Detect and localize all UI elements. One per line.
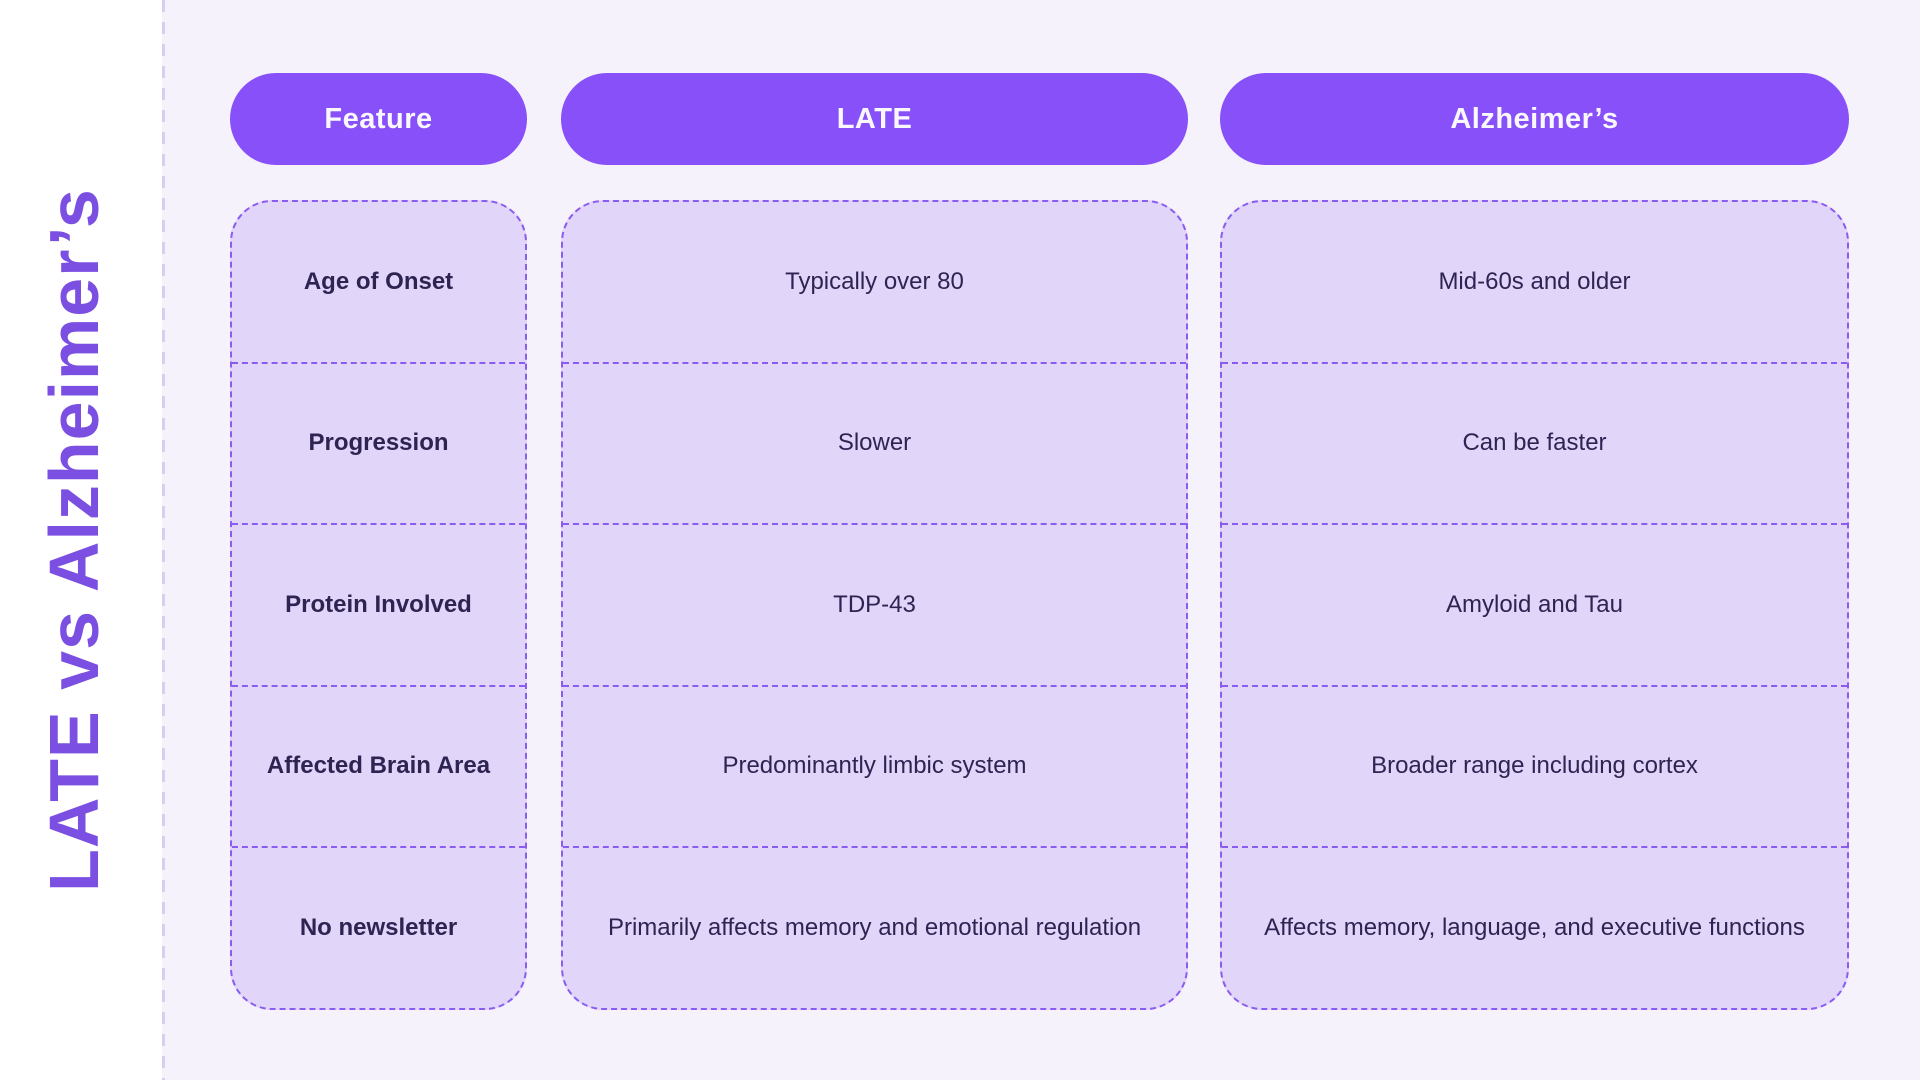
cell-r5-late: Primarily affects memory and emotional r… [563,846,1186,1008]
column-header-alzheimers: Alzheimer’s [1220,73,1849,165]
cell-r2-feature: Progression [232,361,525,524]
cell-r1-feature: Age of Onset [303,267,454,295]
dashed-page-divider [162,0,165,1080]
column-late: Typically over 80 Slower TDP-43 Predomin… [561,200,1188,1010]
cell-r4-feature: Affected Brain Area [232,684,525,847]
cell-r1-alzheimers: Mid-60s and older [1438,267,1631,295]
cell-r1-late: Typically over 80 [785,267,964,295]
cell-r3-feature: Protein Involved [232,523,525,685]
cell-r5-feature: No newsletter [232,846,525,1008]
cell-r4-alzheimers: Broader range including cortex [1222,684,1847,847]
vertical-title: LATE vs Alzheimer’s [35,188,113,892]
cell-r3-alzheimers: Amyloid and Tau [1222,523,1847,685]
cell-r4-late: Predominantly limbic system [563,684,1186,847]
cell-r3-late: TDP-43 [563,523,1186,685]
column-header-late-label: LATE [836,102,913,135]
column-alzheimers: Mid-60s and older Can be faster Amyloid … [1220,200,1849,1010]
column-header-feature: Feature [230,73,527,165]
column-header-alzheimers-label: Alzheimer’s [1450,102,1619,135]
cell-r2-alzheimers: Can be faster [1222,361,1847,524]
cell-r2-late: Slower [563,361,1186,524]
column-feature: Age of Onset Progression Protein Involve… [230,200,527,1010]
column-header-feature-label: Feature [324,102,433,135]
left-margin-strip [0,0,162,1080]
cell-r5-alzheimers: Affects memory, language, and executive … [1222,846,1847,1008]
column-header-late: LATE [561,73,1188,165]
